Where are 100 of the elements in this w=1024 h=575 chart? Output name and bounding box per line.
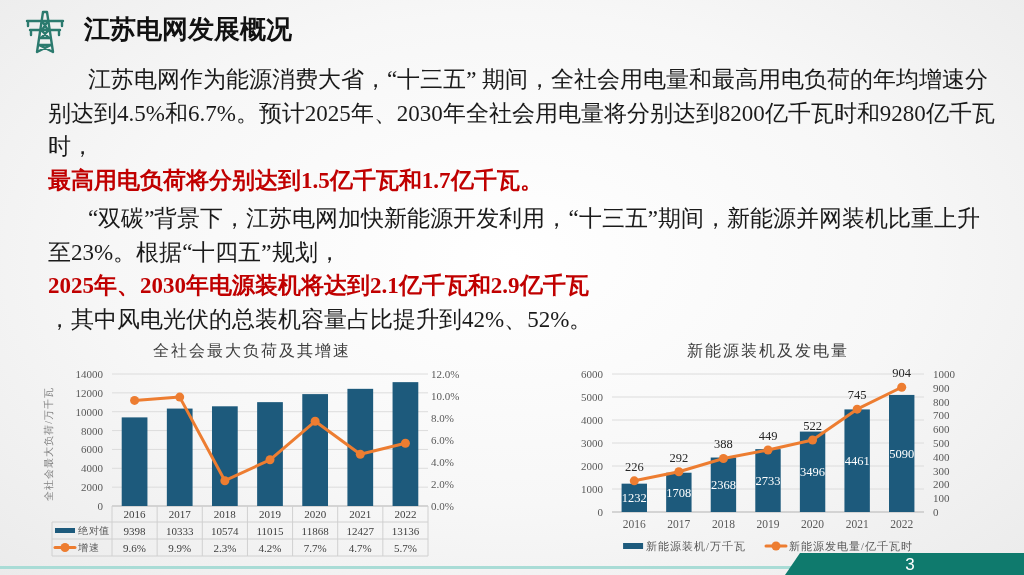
point [175, 392, 185, 402]
y-tick-label: 3000 [581, 437, 604, 449]
y-tick-label: 1000 [581, 483, 604, 495]
data-label: 10333 [165, 524, 194, 537]
x-tick-label: 2019 [756, 518, 780, 530]
y2-tick-label: 6.0% [431, 434, 454, 446]
y2-tick-label: 0.0% [431, 500, 454, 512]
point [674, 467, 684, 477]
data-label: 3496 [800, 465, 826, 480]
bar [121, 417, 148, 506]
y2-tick-label: 0 [933, 506, 939, 518]
y2-tick-label: 600 [933, 423, 950, 436]
data-label: 1232 [621, 491, 647, 506]
legend-label: 新能源发电量/亿千瓦时 [789, 539, 913, 552]
x-tick-label: 2022 [890, 518, 914, 530]
y-tick-label: 12000 [75, 386, 104, 399]
point [808, 435, 818, 445]
y-tick-label: 4000 [581, 414, 604, 426]
bar [211, 406, 238, 506]
y2-tick-label: 200 [933, 478, 950, 491]
y-tick-label: 2000 [81, 481, 104, 494]
point [629, 476, 639, 486]
text: ，其中风电光伏的总装机容量占比提升到42%、52%。 [48, 306, 593, 332]
point [265, 455, 275, 465]
data-label: 292 [669, 450, 689, 465]
y2-tick-label: 2.0% [431, 478, 454, 490]
y-axis-title: 全社会最大负荷/万千瓦 [43, 387, 55, 501]
data-label: 7.7% [303, 541, 327, 554]
x-tick-label: 2022 [394, 508, 417, 520]
y2-tick-label: 4.0% [431, 456, 454, 468]
bar [889, 394, 915, 512]
x-tick-label: 2016 [622, 518, 647, 530]
y-tick-label: 6000 [81, 443, 104, 456]
point [400, 438, 410, 448]
legend-label: 增速 [77, 542, 99, 553]
y-tick-label: 8000 [81, 424, 104, 437]
legend-label: 新能源装机/万千瓦 [646, 539, 746, 552]
x-tick-label: 2020 [801, 518, 825, 530]
bar [166, 408, 193, 506]
data-label: 904 [892, 366, 912, 381]
text: 最高用电负荷将分别达到1.5亿千瓦和1.7亿千瓦。 [47, 166, 543, 193]
y2-tick-label: 100 [933, 492, 950, 505]
x-tick-label: 2018 [213, 508, 237, 520]
data-label: 9398 [123, 524, 147, 537]
y2-tick-label: 700 [933, 409, 950, 422]
y-tick-label: 0 [597, 506, 604, 518]
data-label: 522 [803, 418, 822, 433]
bar [257, 402, 283, 506]
x-tick-label: 2021 [349, 508, 372, 520]
point [763, 445, 773, 455]
data-label: 5.7% [393, 541, 417, 554]
y-tick-label: 4000 [81, 462, 104, 475]
y-tick-label: 5000 [581, 391, 604, 403]
x-tick-label: 2017 [667, 518, 691, 530]
chart-title: 全社会最大负荷及其增速 [153, 342, 351, 359]
data-label: 4.7% [348, 541, 372, 554]
bar [392, 382, 419, 506]
data-label: 2368 [710, 478, 736, 493]
data-label: 4.2% [258, 541, 282, 554]
data-label: 2733 [755, 474, 781, 489]
data-label: 9.9% [168, 541, 192, 554]
x-tick-label: 2017 [168, 508, 192, 520]
x-tick-label: 2016 [123, 508, 147, 520]
y2-tick-label: 1000 [933, 368, 956, 380]
y2-tick-label: 10.0% [431, 390, 460, 402]
text: 江苏电网发展概况 [84, 14, 292, 44]
point [852, 404, 862, 414]
y-tick-label: 2000 [581, 460, 604, 472]
data-label: 5090 [889, 446, 915, 461]
point [718, 453, 728, 463]
bar [799, 431, 826, 512]
y2-tick-label: 400 [933, 450, 950, 463]
x-tick-label: 2021 [845, 518, 869, 530]
chart-title: 新能源装机及发电量 [687, 342, 849, 359]
text: 江苏电网作为能源消费大省，“十三五” 期间，全社会用电量和最高用电负荷的年均增速分别达到4.5%和6.7%。预计2025年、2030年全社会用电量将分别达到8200亿千瓦时和9280亿千瓦时， [48, 67, 995, 160]
bar [347, 388, 374, 506]
y-tick-label: 6000 [581, 368, 604, 380]
data-label: 2.3% [213, 541, 237, 554]
y-tick-label: 14000 [75, 368, 104, 380]
y2-tick-label: 800 [933, 395, 950, 408]
y2-tick-label: 12.0% [431, 368, 460, 380]
bar [302, 394, 329, 506]
data-label: 12427 [346, 524, 375, 537]
text: 3 [905, 555, 915, 575]
point [355, 449, 365, 459]
y2-tick-label: 8.0% [431, 412, 454, 424]
point [220, 476, 230, 486]
data-label: 9.6% [123, 541, 147, 554]
data-label: 13136 [391, 524, 420, 537]
x-tick-label: 2019 [259, 508, 282, 520]
text: 2025年、2030年电源装机将达到2.1亿千瓦和2.9亿千瓦 [48, 273, 589, 299]
y2-tick-label: 500 [933, 437, 950, 449]
y-tick-label: 10000 [75, 405, 104, 418]
bar [844, 409, 870, 512]
data-label: 10574 [211, 524, 240, 537]
data-label: 11015 [256, 524, 285, 537]
y2-tick-label: 300 [933, 464, 950, 477]
point [310, 416, 320, 426]
data-label: 745 [847, 388, 867, 403]
point [130, 395, 140, 405]
